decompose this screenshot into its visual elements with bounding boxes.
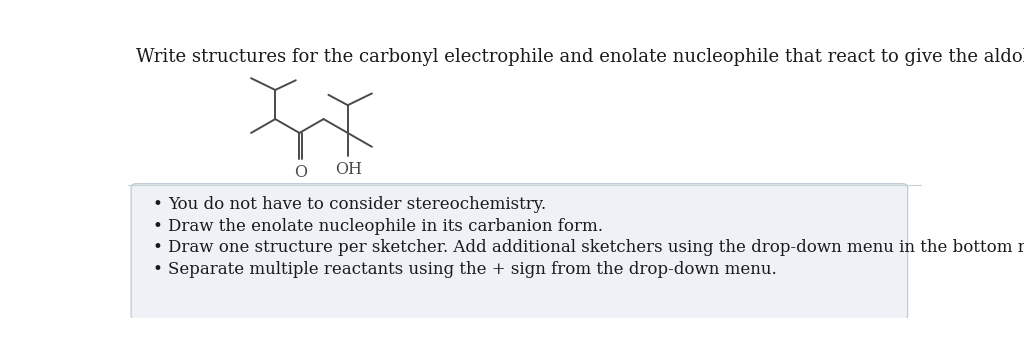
FancyBboxPatch shape bbox=[131, 184, 907, 320]
Text: O: O bbox=[294, 164, 306, 181]
Text: You do not have to consider stereochemistry.: You do not have to consider stereochemis… bbox=[168, 196, 547, 213]
Text: •: • bbox=[153, 196, 163, 213]
Text: Separate multiple reactants using the + sign from the drop-down menu.: Separate multiple reactants using the + … bbox=[168, 261, 777, 278]
Text: Write structures for the carbonyl electrophile and enolate nucleophile that reac: Write structures for the carbonyl electr… bbox=[136, 48, 1024, 66]
Text: •: • bbox=[153, 261, 163, 278]
Text: OH: OH bbox=[335, 161, 362, 178]
Text: •: • bbox=[153, 218, 163, 235]
Text: •: • bbox=[153, 239, 163, 256]
Text: Draw one structure per sketcher. Add additional sketchers using the drop-down me: Draw one structure per sketcher. Add add… bbox=[168, 239, 1024, 256]
Text: Draw the enolate nucleophile in its carbanion form.: Draw the enolate nucleophile in its carb… bbox=[168, 218, 603, 235]
